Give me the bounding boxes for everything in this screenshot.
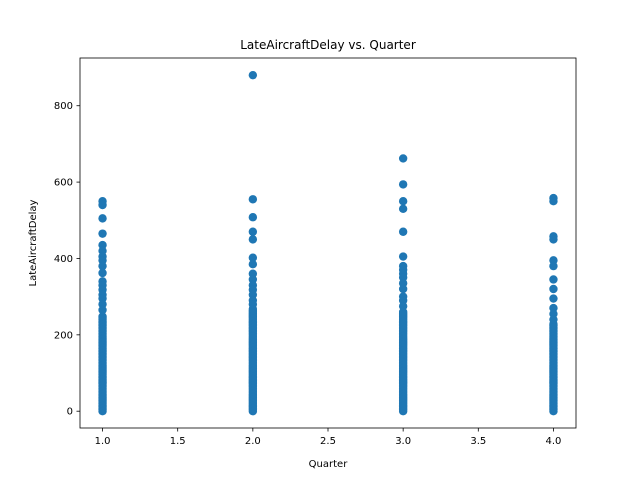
x-axis-label: Quarter (309, 459, 349, 470)
data-point-q3 (398, 227, 408, 236)
data-point-q4 (549, 235, 558, 244)
y-tick-label: 800 (54, 101, 73, 112)
data-point-q3 (398, 180, 408, 189)
data-point-q3 (398, 284, 408, 294)
data-point-q1 (98, 214, 107, 223)
x-axis: 1.0 1.5 2.0 2.5 3.0 3.5 4.0 (95, 428, 562, 447)
x-tick-label: 2.0 (245, 436, 261, 447)
data-point-q3 (398, 196, 408, 206)
x-tick-label: 1.0 (95, 436, 111, 447)
data-point-q1 (98, 268, 107, 278)
data-point-q1 (98, 261, 107, 271)
x-tick-label: 3.5 (470, 436, 486, 447)
data-point-q2 (248, 235, 258, 244)
x-tick-label: 4.0 (546, 436, 562, 447)
data-point-q4 (549, 294, 558, 303)
data-point-q4 (549, 275, 558, 284)
data-point-q1 (98, 305, 107, 315)
data-point-q4 (549, 284, 558, 294)
chart-title: LateAircraftDelay vs. Quarter (240, 38, 416, 52)
data-point-q3 (398, 154, 408, 163)
data-point-q4 (549, 196, 558, 206)
data-point-q2 (248, 259, 258, 269)
data-points (98, 70, 558, 416)
y-tick-label: 0 (67, 407, 73, 418)
data-point-q2 (248, 70, 258, 80)
data-point-q1 (98, 200, 107, 210)
x-tick-label: 3.0 (395, 436, 411, 447)
data-point-q2 (248, 195, 258, 204)
y-tick-label: 600 (54, 178, 73, 189)
y-axis-label: LateAircraftDelay (28, 199, 39, 286)
data-point-q1 (98, 312, 107, 321)
x-tick-label: 1.5 (170, 436, 186, 447)
data-point-q4 (549, 315, 558, 324)
data-point-q2 (248, 253, 258, 262)
data-point-q2 (248, 213, 258, 222)
data-point-q2 (248, 300, 258, 309)
y-tick-label: 400 (54, 254, 73, 265)
data-point-q3 (398, 252, 408, 261)
data-point-q3 (398, 204, 408, 214)
y-axis: 0 200 400 600 800 (54, 101, 80, 418)
data-point-q3 (398, 301, 408, 311)
x-tick-label: 2.5 (320, 436, 336, 447)
y-tick-label: 200 (54, 330, 73, 341)
data-point-q1 (98, 229, 107, 238)
data-point-q4 (549, 261, 558, 271)
data-point-q2 (248, 227, 258, 236)
